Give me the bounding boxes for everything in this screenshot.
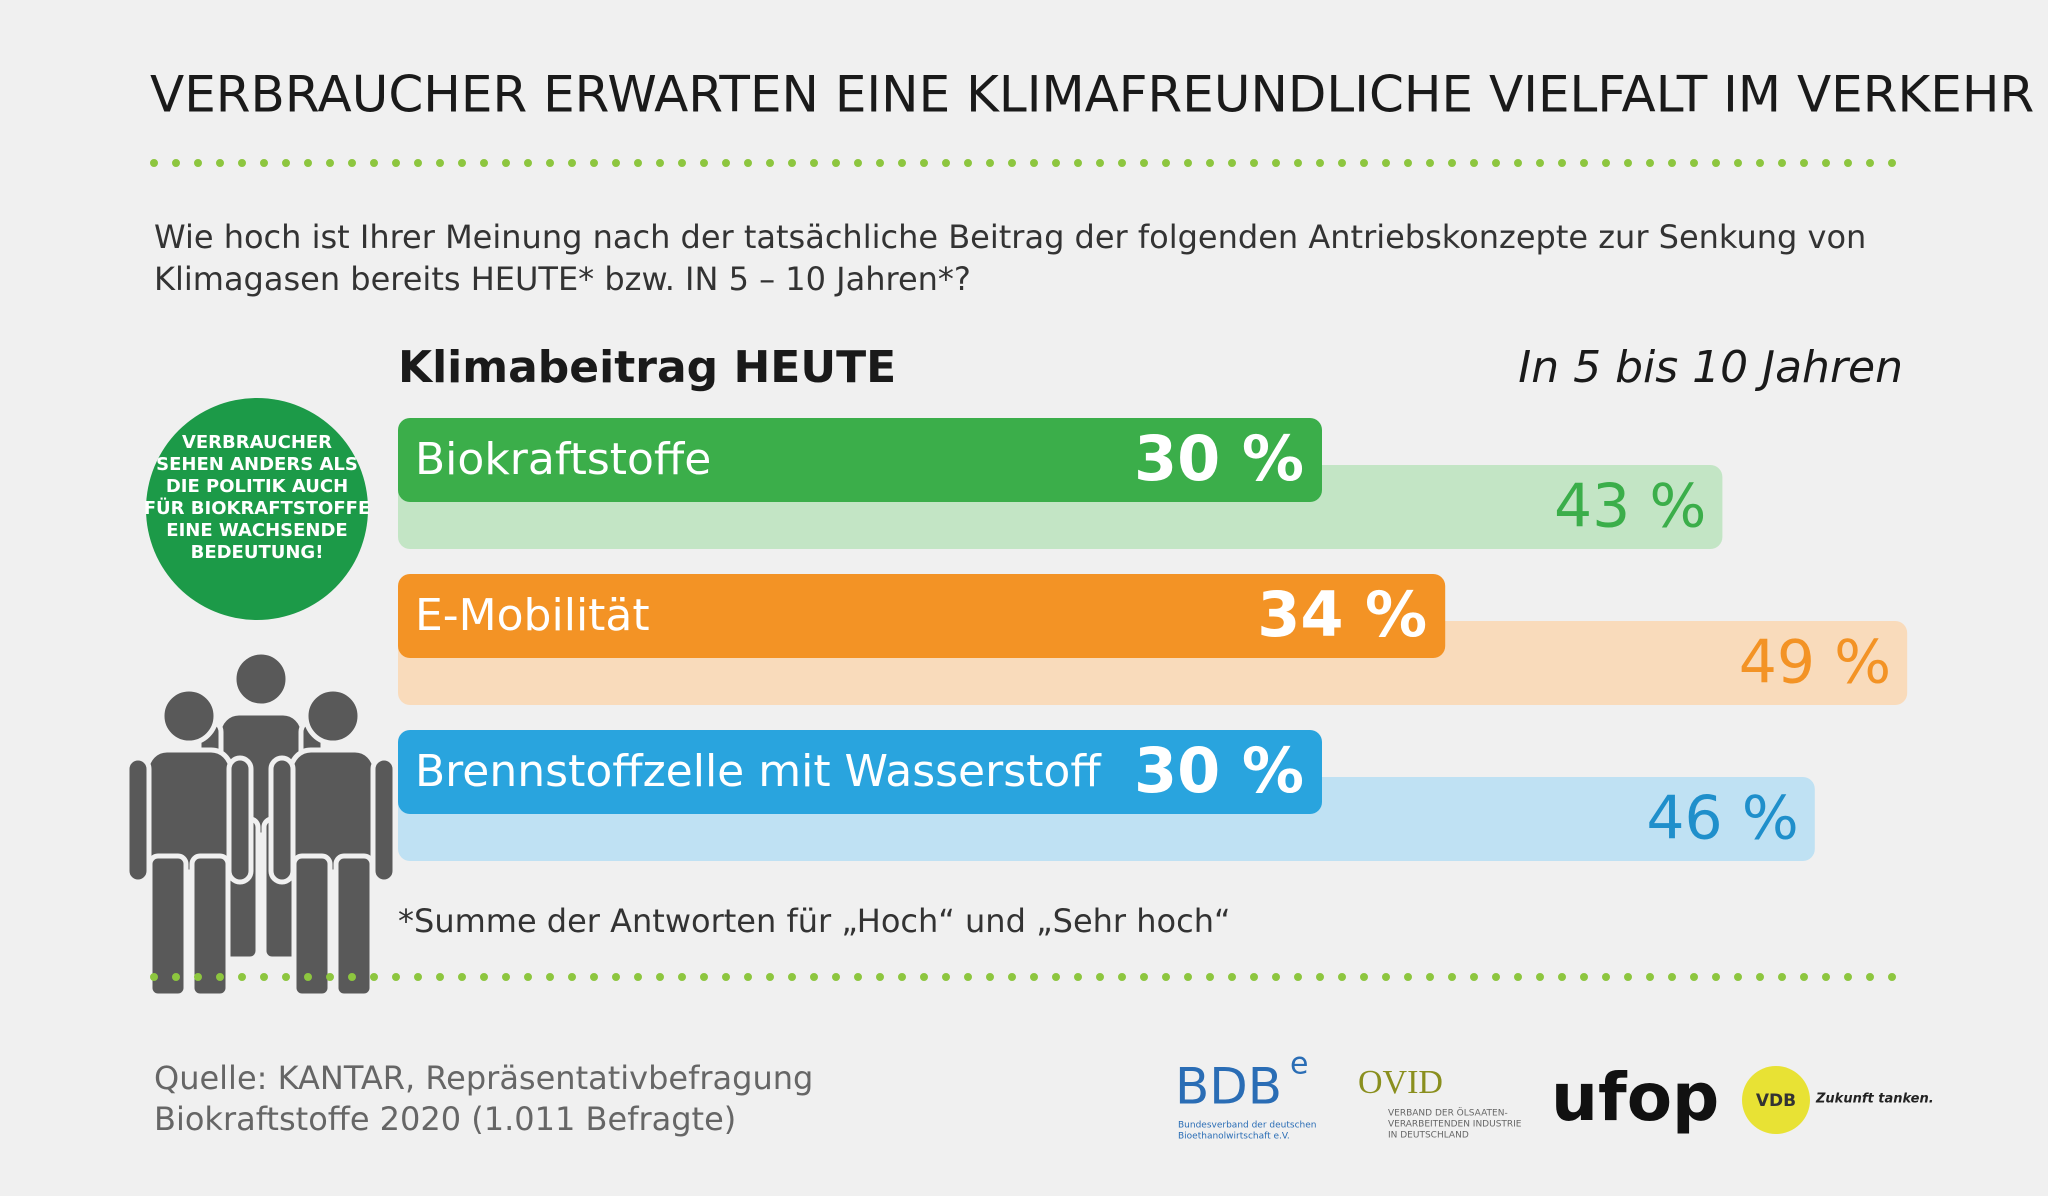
title: VERBRAUCHER ERWARTEN EINE KLIMAFREUNDLIC… xyxy=(150,66,2034,124)
logo-text: VDB xyxy=(1756,1091,1796,1111)
category-label: E-Mobilität xyxy=(415,590,650,641)
logo-vdb: VDB Zukunft tanken. xyxy=(1742,1066,1934,1134)
logo-subtext: Bundesverband der deutschen xyxy=(1178,1121,1316,1131)
value-label-today: 30 % xyxy=(1134,734,1304,807)
logo-text: BDB xyxy=(1175,1058,1282,1116)
logo-subtext: IN DEUTSCHLAND xyxy=(1388,1131,1469,1141)
callout-line: DIE POLITIK AUCH xyxy=(166,476,348,497)
callout-line: SEHEN ANDERS ALS xyxy=(156,454,358,475)
value-label-future: 49 % xyxy=(1739,628,1891,698)
logo-subtext: VERARBEITENDEN INDUSTRIE xyxy=(1388,1120,1522,1130)
category-label: Biokraftstoffe xyxy=(415,434,711,485)
value-label-future: 43 % xyxy=(1554,472,1706,542)
logo-text: OVID xyxy=(1358,1064,1443,1101)
footnote: *Summe der Antworten für „Hoch“ und „Seh… xyxy=(398,902,1231,940)
value-label-today: 30 % xyxy=(1134,422,1304,495)
source-line: Biokraftstoffe 2020 (1.011 Befragte) xyxy=(154,1100,736,1138)
logo-ovid: OVID VERBAND DER ÖLSAATEN- VERARBEITENDE… xyxy=(1358,1064,1522,1141)
callout-line: VERBRAUCHER xyxy=(182,432,332,453)
bar-chart: 43 % Biokraftstoffe 30 % 49 % E-Mobilität 34 … xyxy=(398,418,1908,861)
question-line: Klimagasen bereits HEUTE* bzw. IN 5 – 10… xyxy=(154,260,971,298)
logo-circle xyxy=(1742,1066,1810,1134)
legend-today: Klimabeitrag HEUTE xyxy=(398,342,896,393)
value-label-today: 34 % xyxy=(1257,578,1427,651)
logo-ufop: ufop xyxy=(1551,1059,1719,1136)
source-line: Quelle: KANTAR, Repräsentativbefragung xyxy=(154,1059,813,1097)
logo-bdbe: BDB e Bundesverband der deutschen Bioeth… xyxy=(1175,1047,1316,1142)
bar-today xyxy=(398,730,1322,814)
question-line: Wie hoch ist Ihrer Meinung nach der tats… xyxy=(154,218,1866,256)
callout-line: EINE WACHSENDE xyxy=(166,520,347,541)
logo-text: e xyxy=(1290,1047,1308,1082)
bar-today xyxy=(398,418,1322,502)
legend-future: In 5 bis 10 Jahren xyxy=(1518,342,1903,393)
logo-subtext: VERBAND DER ÖLSAATEN- xyxy=(1388,1108,1508,1119)
callout-line: FÜR BIOKRAFTSTOFFE xyxy=(144,497,371,519)
callout-line: BEDEUTUNG! xyxy=(191,542,324,563)
callout-circle xyxy=(146,398,368,620)
logo-slogan: Zukunft tanken. xyxy=(1815,1092,1934,1107)
logo-subtext: Bioethanolwirtschaft e.V. xyxy=(1178,1132,1290,1142)
value-label-future: 46 % xyxy=(1646,784,1798,854)
category-label: Brennstoffzelle mit Wasserstoff xyxy=(415,746,1102,797)
bar-today xyxy=(398,574,1446,658)
